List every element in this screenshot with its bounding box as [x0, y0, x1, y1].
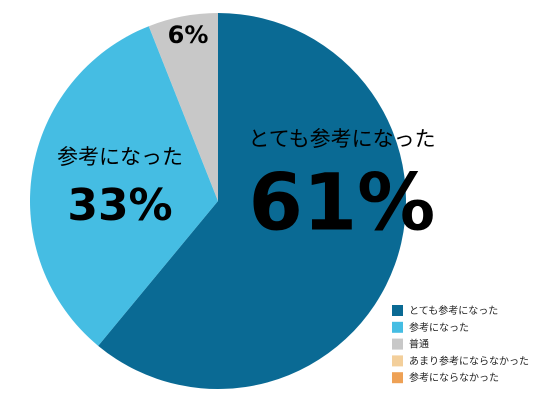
pie-slice: [30, 26, 218, 346]
legend-label: あまり参考にならなかった: [409, 354, 529, 367]
slice-value-label: 61%: [249, 158, 436, 248]
legend-swatch: [392, 338, 403, 350]
legend-swatch: [392, 321, 403, 333]
slice-value-label: 33%: [67, 180, 172, 231]
legend-swatch: [392, 372, 403, 384]
legend-label: 普通: [409, 338, 429, 351]
pie-slice: [98, 13, 407, 389]
slice-value-label: 6%: [168, 21, 209, 49]
slice-category-label: 参考になった: [57, 145, 183, 169]
legend-swatch: [392, 355, 403, 367]
pie-slice: [148, 13, 218, 201]
legend-label: とても参考になった: [409, 304, 498, 317]
legend-label: 参考にならなかった: [409, 371, 499, 384]
slice-category-label: とても参考になった: [248, 127, 435, 151]
legend-label: 参考になった: [409, 321, 469, 334]
legend-swatch: [392, 305, 403, 316]
